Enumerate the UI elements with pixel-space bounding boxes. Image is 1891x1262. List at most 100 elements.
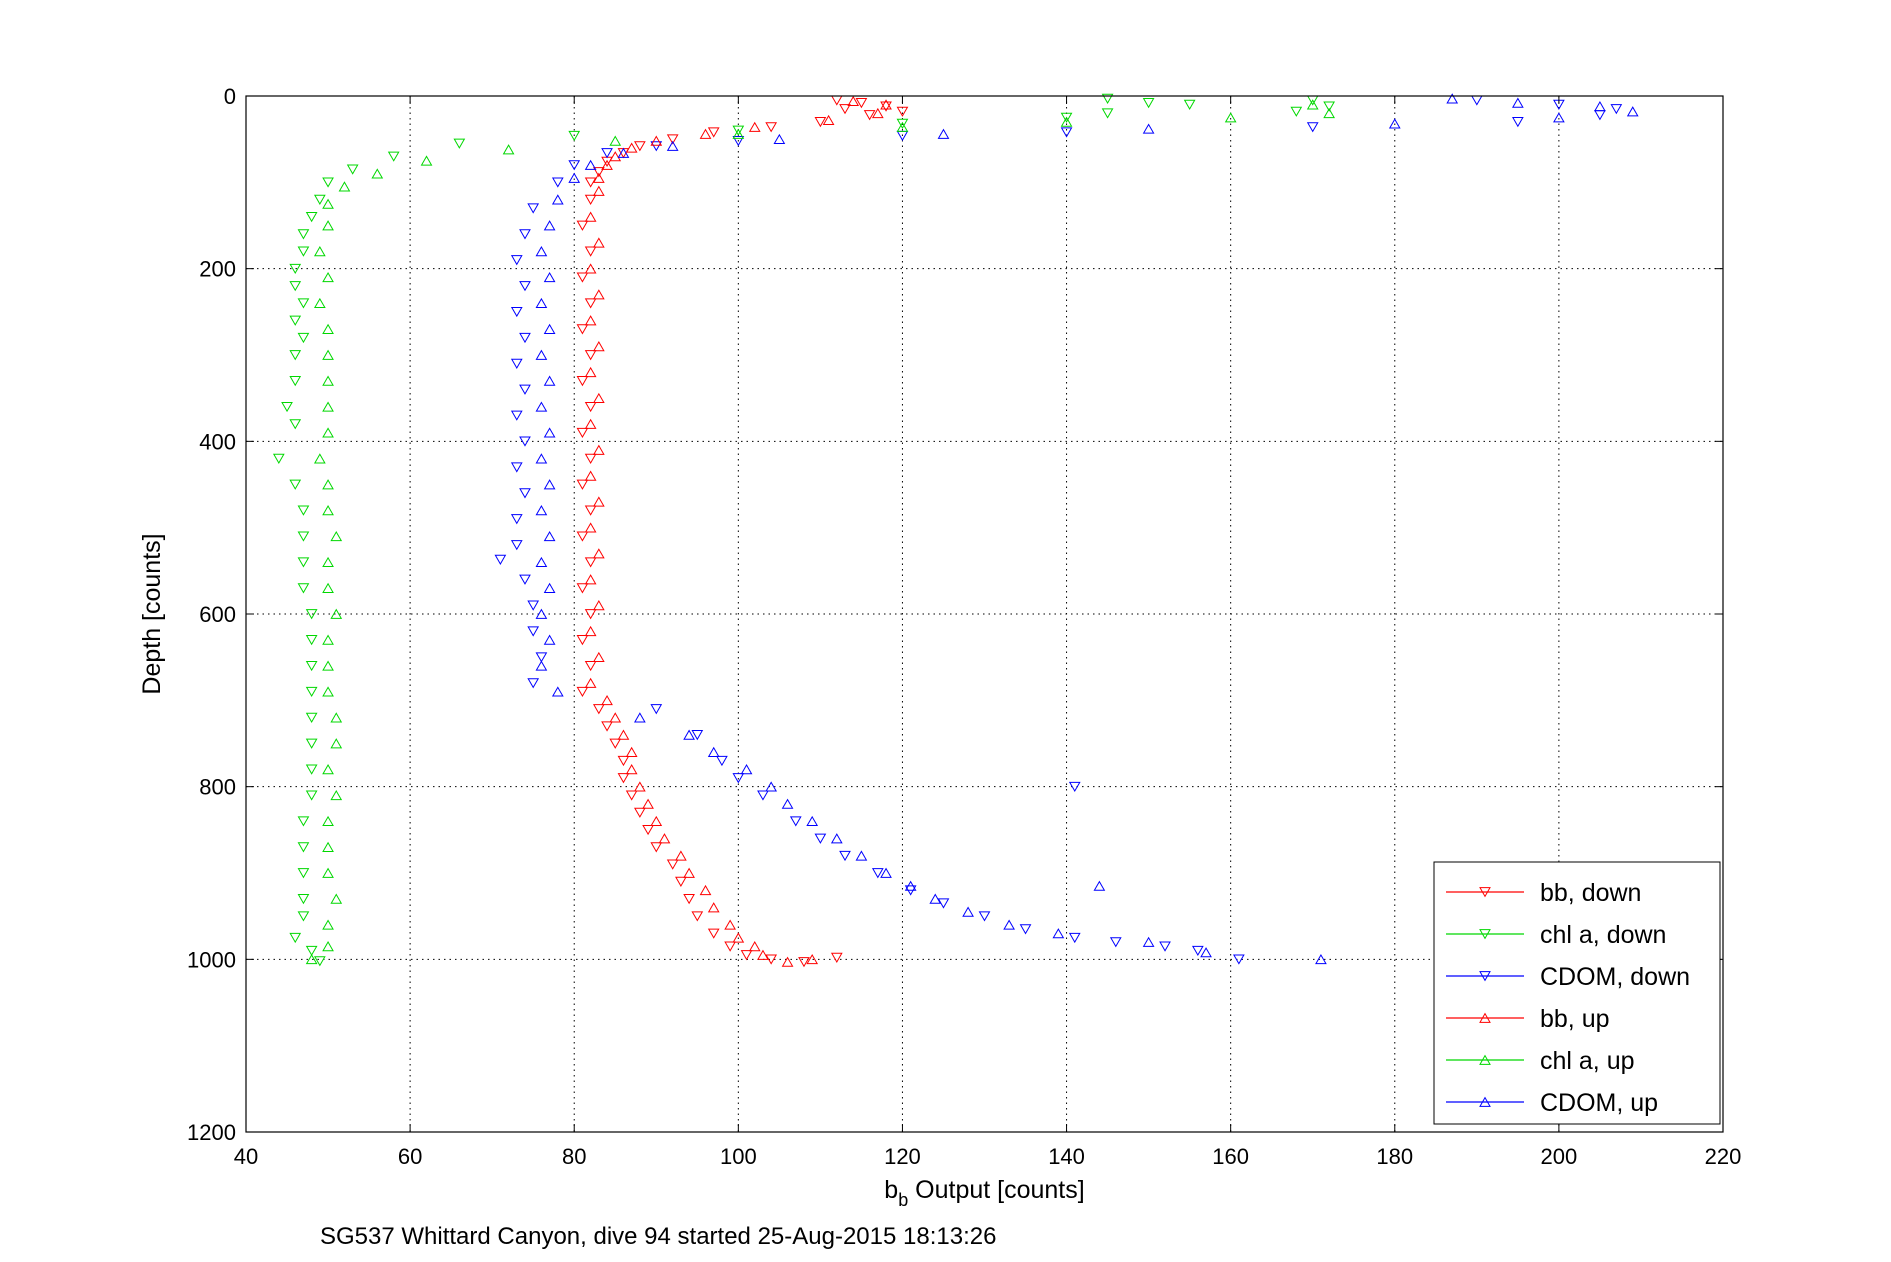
legend-label: CDOM, up — [1540, 1089, 1658, 1117]
data-point — [773, 133, 786, 145]
data-point — [510, 306, 523, 318]
data-point — [519, 574, 531, 585]
data-point — [510, 358, 523, 369]
data-point — [322, 841, 334, 852]
data-point — [798, 957, 810, 968]
data-point — [1626, 106, 1639, 117]
data-point — [322, 198, 334, 209]
legend: bb, down chl a, down CDOM, down bb, up chl a… — [1433, 861, 1721, 1125]
data-point — [1003, 919, 1015, 930]
data-point — [576, 686, 589, 698]
data-point — [535, 246, 548, 257]
data-point — [543, 530, 556, 542]
legend-label: CDOM, down — [1540, 963, 1690, 991]
data-point — [707, 127, 720, 138]
data-point — [732, 773, 745, 784]
data-point — [535, 349, 548, 360]
data-point — [748, 941, 761, 952]
legend-item: bb, down — [1446, 879, 1641, 907]
legend-marker — [1479, 887, 1491, 898]
data-point — [576, 324, 589, 335]
data-point — [543, 634, 556, 645]
data-point — [806, 953, 819, 965]
data-point — [617, 773, 630, 784]
series-chl-a-down — [272, 93, 1335, 967]
data-point — [592, 341, 605, 352]
data-point — [584, 418, 597, 429]
data-point — [609, 712, 622, 723]
data-point — [330, 530, 343, 542]
data-point — [830, 95, 843, 106]
data-point — [297, 505, 310, 516]
data-point — [1610, 104, 1623, 115]
data-point — [297, 246, 310, 257]
data-point — [584, 246, 597, 257]
legend-label: chl a, up — [1540, 1047, 1635, 1075]
data-point — [322, 177, 334, 188]
data-point — [322, 919, 334, 930]
data-point — [822, 114, 835, 126]
legend-marker — [1479, 971, 1491, 982]
data-point — [1060, 112, 1073, 123]
data-point — [625, 142, 638, 153]
data-point — [650, 815, 663, 827]
data-point — [683, 729, 695, 740]
legend-item: CDOM, up — [1446, 1089, 1658, 1117]
data-point — [510, 514, 523, 525]
axis-ticks: 40 60 80 100 120 140 160 180 200 220 0 200 400 600 800… — [187, 84, 1741, 1169]
data-point — [781, 956, 794, 967]
x-tick-label: 200 — [1541, 1144, 1578, 1169]
data-point — [584, 609, 597, 620]
data-point — [904, 880, 917, 891]
data-point — [297, 583, 310, 594]
data-point — [1159, 941, 1171, 952]
data-point — [297, 816, 310, 827]
data-point — [634, 807, 646, 818]
data-point — [781, 798, 794, 809]
data-point — [576, 479, 589, 490]
data-point — [592, 444, 605, 455]
data-point — [650, 135, 663, 146]
data-point — [322, 815, 334, 827]
data-point — [330, 789, 343, 801]
data-point — [666, 134, 679, 145]
data-point — [1142, 123, 1155, 134]
data-point — [1511, 97, 1524, 108]
data-point — [962, 906, 974, 917]
data-point — [297, 229, 310, 240]
data-point — [313, 956, 326, 967]
data-point — [297, 557, 310, 568]
data-point — [535, 505, 548, 516]
data-point — [576, 272, 589, 283]
data-point — [535, 608, 548, 619]
data-point — [601, 721, 613, 732]
data-point — [929, 893, 942, 904]
data-point — [1388, 118, 1401, 129]
data-point — [666, 140, 679, 151]
data-point — [601, 148, 613, 159]
legend-item: chl a, up — [1446, 1047, 1635, 1075]
data-point — [839, 104, 851, 115]
data-point — [576, 220, 589, 231]
data-point — [896, 121, 909, 132]
data-point — [1446, 93, 1459, 104]
data-point — [732, 128, 745, 139]
data-point — [617, 729, 630, 740]
data-point — [289, 350, 302, 361]
data-point — [683, 894, 695, 905]
y-axis-label: Depth [counts] — [138, 533, 166, 694]
data-point — [716, 755, 728, 767]
data-point — [313, 453, 326, 464]
data-point — [765, 954, 778, 965]
data-point — [322, 634, 334, 645]
data-point — [707, 746, 720, 757]
data-point — [937, 128, 950, 139]
data-point — [617, 147, 630, 158]
x-axis-label-rest: Output [counts] — [908, 1176, 1085, 1204]
data-point — [322, 427, 334, 438]
data-point — [313, 194, 326, 205]
data-point — [601, 694, 613, 706]
data-point — [732, 932, 745, 943]
y-tick-label: 800 — [199, 775, 236, 800]
